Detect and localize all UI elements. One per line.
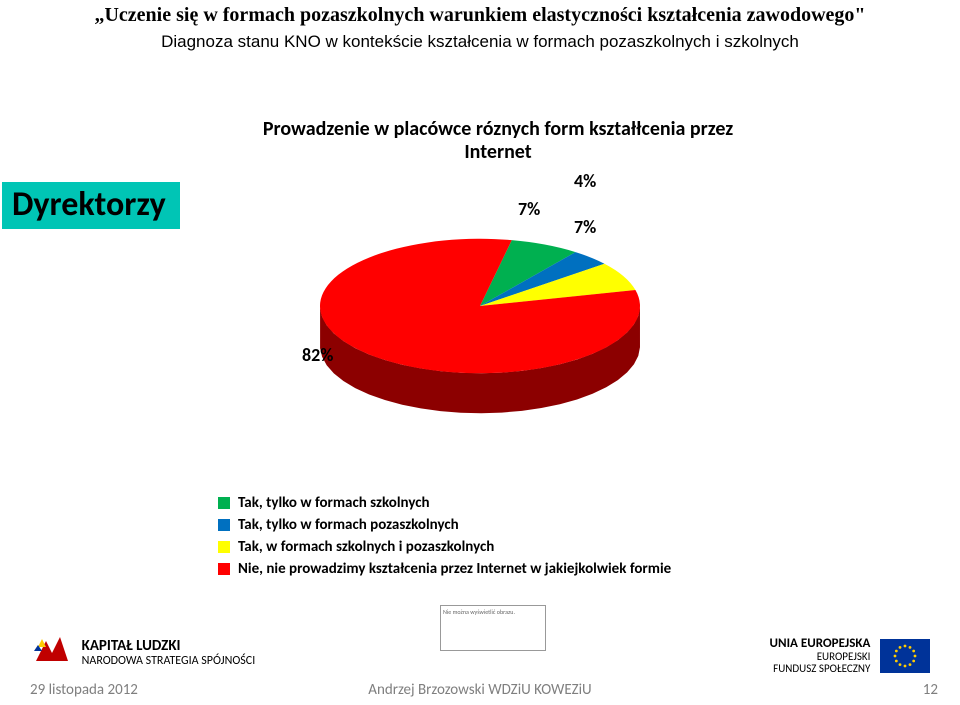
legend-swatch: [218, 497, 230, 509]
legend-item: Tak, tylko w formach pozaszkolnych: [218, 516, 671, 534]
legend-item: Tak, tylko w formach szkolnych: [218, 494, 671, 512]
legend-label: Tak, tylko w formach szkolnych: [238, 494, 430, 512]
slice-label-4: 4%: [574, 170, 596, 192]
legend-swatch: [218, 563, 230, 575]
legend-label: Nie, nie prowadzimy kształcenia przez In…: [238, 560, 671, 578]
page-subtitle: Diagnoza stanu KNO w kontekście kształce…: [0, 32, 960, 52]
chart-legend: Tak, tylko w formach szkolnych Tak, tylko…: [218, 490, 671, 582]
ue-line2: EUROPEJSKI: [817, 650, 871, 663]
ue-line1: UNIA EUROPEJSKA: [770, 636, 871, 651]
legend-item: Nie, nie prowadzimy kształcenia przez In…: [218, 560, 671, 578]
kl-line2: NARODOWA STRATEGIA SPÓJNOŚCI: [82, 654, 256, 668]
footer-author: Andrzej Brzozowski WDZiU KOWEZiU: [0, 681, 960, 699]
logo-kapital-ludzki: KAPITAŁ LUDZKI NARODOWA STRATEGIA SPÓJNO…: [30, 631, 255, 675]
legend-swatch: [218, 541, 230, 553]
pie-chart: [270, 176, 690, 456]
slice-label-7a: 7%: [518, 198, 540, 220]
legend-item: Tak, w formach szkolnych i pozaszkolnych: [218, 538, 671, 556]
group-tag: Dyrektorzy: [2, 182, 180, 229]
footer-page-number: 12: [923, 681, 938, 699]
slice-label-82: 82%: [302, 344, 333, 366]
chart-title: Prowadzenie w placówce róznych form kszt…: [238, 118, 758, 164]
legend-label: Tak, tylko w formach pozaszkolnych: [238, 516, 459, 534]
image-placeholder: Nie można wyświetlić obrazu.: [440, 605, 546, 651]
page-title: „Uczenie się w formach pozaszkolnych war…: [0, 4, 960, 27]
logo-ue: UNIA EUROPEJSKA EUROPEJSKI FUNDUSZ SPOŁE…: [770, 637, 930, 675]
legend-label: Tak, w formach szkolnych i pozaszkolnych: [238, 538, 494, 556]
kl-line1: KAPITAŁ LUDZKI: [82, 637, 181, 655]
ue-line3: FUNDUSZ SPOŁECZNY: [773, 662, 870, 675]
legend-swatch: [218, 519, 230, 531]
slice-label-7b: 7%: [574, 216, 596, 238]
